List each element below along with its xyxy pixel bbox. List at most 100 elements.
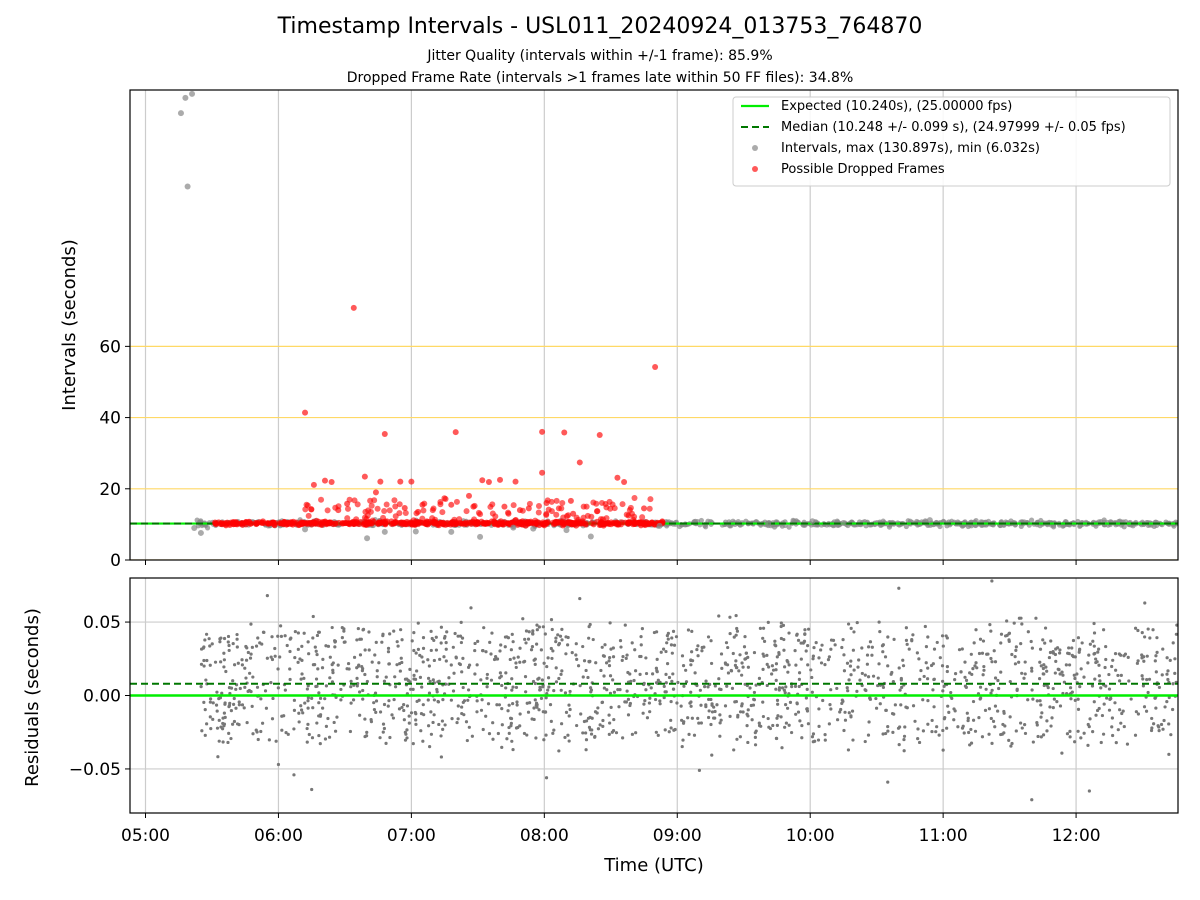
dropped-frame-point [451, 516, 458, 523]
residual-point [857, 658, 861, 662]
residual-point [1116, 673, 1120, 678]
interval-point [840, 519, 847, 526]
residual-point [710, 753, 714, 757]
residual-point [1090, 684, 1095, 688]
residual-point [843, 718, 848, 722]
residual-point [886, 664, 890, 668]
residual-point [997, 686, 1001, 691]
residual-point [680, 718, 684, 722]
interval-point [765, 520, 772, 527]
residual-point [199, 684, 203, 689]
residual-point [1142, 705, 1147, 709]
residual-point [1126, 655, 1130, 659]
residual-point [893, 703, 897, 707]
residual-point [783, 665, 787, 669]
residual-point [907, 647, 911, 651]
residual-point [1031, 697, 1035, 701]
dropped-frame-point [442, 496, 449, 503]
residual-point [930, 729, 934, 734]
residual-point [826, 658, 831, 662]
residual-point [567, 714, 571, 718]
xtick-label: 08:00 [520, 826, 569, 846]
residual-point [1051, 686, 1055, 691]
residual-point [736, 713, 740, 717]
residual-point [318, 714, 323, 718]
residual-point [669, 726, 673, 730]
residual-point [1076, 636, 1081, 640]
residual-point [599, 668, 603, 673]
residual-point [753, 735, 757, 739]
residual-point [836, 718, 840, 722]
dropped-frame-point [570, 521, 577, 528]
interval-point [563, 527, 570, 534]
residual-point [349, 701, 353, 705]
residual-point [881, 643, 885, 647]
residual-point [1094, 713, 1098, 717]
residual-point [1123, 652, 1128, 656]
residual-point [1107, 687, 1112, 691]
dropped-frame-point [598, 499, 605, 506]
residual-point [671, 687, 676, 691]
residual-point [777, 650, 781, 655]
residual-point [750, 718, 754, 722]
residual-point [441, 698, 445, 702]
residual-point [219, 725, 223, 729]
residual-point [1045, 669, 1049, 673]
residual-point [1002, 709, 1006, 714]
residual-point [989, 716, 993, 721]
residual-point [504, 686, 508, 690]
residual-point [820, 643, 824, 647]
dropped-frame-point [365, 507, 372, 514]
residual-point [551, 731, 555, 735]
residual-point [741, 665, 745, 669]
residual-point [845, 661, 850, 665]
residual-point [1114, 741, 1118, 745]
interval-point [184, 183, 191, 190]
residual-point [1133, 733, 1138, 737]
residual-point [397, 707, 402, 711]
dropped-frame-point [553, 511, 560, 518]
residual-point [926, 722, 930, 726]
dropped-frame-point [305, 512, 312, 519]
residual-point [554, 640, 558, 644]
residual-point [349, 679, 353, 683]
residual-point [393, 685, 398, 689]
dropped-frame-point [372, 489, 379, 496]
residual-point [850, 709, 855, 713]
residual-point [728, 714, 732, 719]
residual-point [408, 680, 412, 684]
residual-point [381, 730, 385, 734]
residual-point [593, 734, 597, 739]
bottom-ylabel: Residuals (seconds) [22, 608, 43, 787]
residual-point [1151, 628, 1155, 632]
residual-point [1053, 671, 1057, 675]
residual-point [418, 653, 422, 657]
residual-point [284, 730, 288, 735]
dropped-frame-point [381, 508, 388, 515]
residual-point [270, 717, 275, 721]
residual-point [918, 677, 922, 681]
residual-point [959, 670, 963, 674]
residual-point [752, 697, 756, 701]
residual-point [548, 703, 553, 707]
residual-point [904, 638, 909, 642]
residual-point [243, 666, 247, 670]
residual-point [578, 596, 582, 601]
residual-point [971, 718, 976, 722]
residual-point [860, 671, 864, 676]
residual-point [208, 644, 212, 648]
residual-point [407, 721, 411, 725]
residual-point [644, 688, 648, 692]
residual-point [414, 722, 418, 726]
residual-point [399, 656, 403, 660]
residual-point [381, 632, 385, 636]
xtick-label: 10:00 [786, 826, 835, 846]
residual-point [666, 637, 670, 641]
residual-point [480, 649, 485, 653]
residual-point [1171, 707, 1175, 712]
residual-point [584, 738, 589, 742]
residual-point [460, 670, 464, 674]
residual-point [843, 710, 847, 714]
residual-point [575, 723, 579, 728]
residual-point [941, 679, 945, 683]
